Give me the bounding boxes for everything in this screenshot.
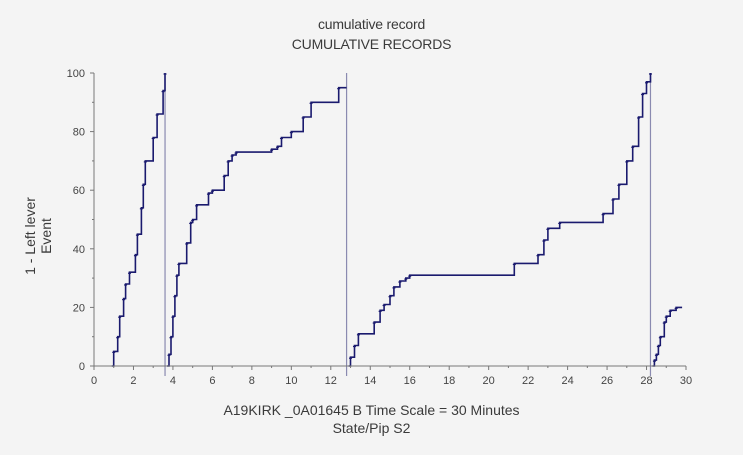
chart-title: cumulative record — [317, 16, 426, 32]
record-series-4 — [652, 306, 683, 367]
y-tick-label: 60 — [73, 185, 85, 197]
x-tick-label: 12 — [325, 375, 337, 387]
x-tick-label: 22 — [522, 375, 534, 387]
x-tick-label: 18 — [443, 375, 455, 387]
x-tick-label: 30 — [680, 375, 692, 387]
x-tick-label: 16 — [404, 375, 416, 387]
x-axis-sublabel: State/Pip S2 — [332, 420, 411, 436]
x-tick-label: 4 — [170, 375, 176, 387]
x-tick-label: 0 — [91, 375, 97, 387]
chart-subtitle: CUMULATIVE RECORDS — [291, 36, 452, 52]
y-tick-label: 20 — [73, 302, 85, 314]
x-tick-label: 26 — [601, 375, 613, 387]
x-tick-label: 10 — [285, 375, 297, 387]
x-tick-label: 20 — [483, 375, 495, 387]
record-series-3 — [348, 73, 652, 367]
x-tick-label: 8 — [249, 375, 255, 387]
x-tick-label: 2 — [130, 375, 136, 387]
record-series-2 — [167, 86, 347, 367]
x-tick-label: 6 — [209, 375, 215, 387]
y-tick-label: 80 — [73, 127, 85, 139]
x-tick-label: 24 — [561, 375, 573, 387]
x-tick-label: 28 — [640, 375, 652, 387]
y-tick-label: 40 — [73, 244, 85, 256]
record-series-1 — [111, 73, 166, 367]
y-tick-label: 100 — [67, 68, 85, 80]
y-tick-label: 0 — [79, 361, 85, 373]
x-tick-label: 14 — [364, 375, 376, 387]
y-axis-label: 1 - Left lever Event — [22, 197, 54, 275]
x-axis-label: A19KIRK _0A01645 B Time Scale = 30 Minut… — [223, 402, 520, 418]
